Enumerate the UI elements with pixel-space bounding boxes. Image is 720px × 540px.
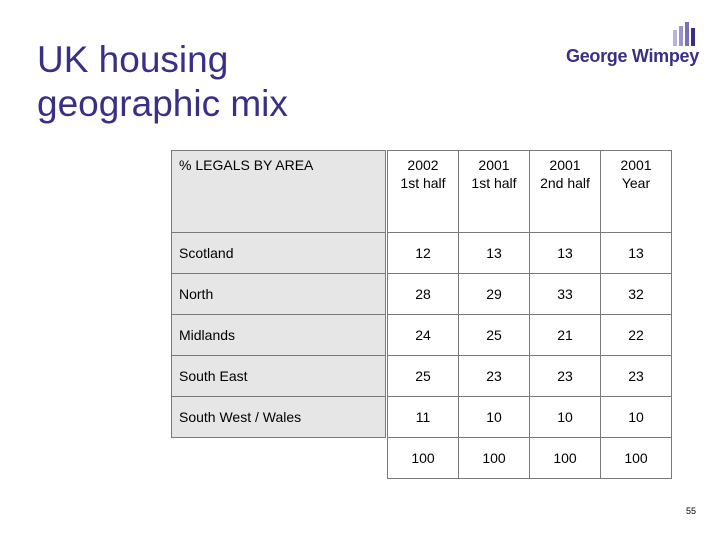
logo-bar-4 bbox=[691, 28, 695, 46]
logo-text: George Wimpey bbox=[566, 46, 699, 66]
table-cell: 32 bbox=[600, 273, 672, 315]
slide-title-line-1: UK housing bbox=[37, 39, 229, 80]
table-cell: 10 bbox=[529, 396, 601, 438]
logo-bar-3 bbox=[685, 22, 689, 46]
column-header: 2001 Year bbox=[600, 150, 672, 233]
table-cell: 23 bbox=[458, 355, 530, 397]
row-label: South East bbox=[171, 355, 386, 397]
table-cell: 33 bbox=[529, 273, 601, 315]
column-header: 2002 1st half bbox=[387, 150, 459, 233]
slide-title: UK housing geographic mix bbox=[37, 38, 288, 126]
table-row: South West / Wales 11 10 10 10 bbox=[171, 396, 672, 438]
row-label: South West / Wales bbox=[171, 396, 386, 438]
page-number: 55 bbox=[685, 506, 696, 516]
table-cell: 25 bbox=[458, 314, 530, 356]
column-header-year: 2001 bbox=[478, 157, 510, 173]
column-header-period: 2nd half bbox=[540, 175, 590, 191]
row-label: Midlands bbox=[171, 314, 386, 356]
column-header-year: 2002 bbox=[407, 157, 439, 173]
table-cell: 23 bbox=[600, 355, 672, 397]
slide-title-line-2: geographic mix bbox=[37, 83, 288, 124]
table-cell: 22 bbox=[600, 314, 672, 356]
table-cell: 12 bbox=[387, 232, 459, 274]
total-cell: 100 bbox=[458, 437, 530, 479]
total-cell: 100 bbox=[387, 437, 459, 479]
table-row: North 28 29 33 32 bbox=[171, 273, 672, 315]
table-cell: 10 bbox=[600, 396, 672, 438]
column-header-period: Year bbox=[621, 175, 651, 191]
table-row: Scotland 12 13 13 13 bbox=[171, 232, 672, 274]
table-cell: 11 bbox=[387, 396, 459, 438]
column-header-period: 1st half bbox=[400, 175, 446, 191]
legals-by-area-table: % LEGALS BY AREA 2002 1st half 2001 1st … bbox=[171, 150, 672, 479]
logo-bar-1 bbox=[673, 30, 677, 46]
table-cell: 24 bbox=[387, 314, 459, 356]
table-cell: 21 bbox=[529, 314, 601, 356]
total-cell: 100 bbox=[529, 437, 601, 479]
table-total-row: 100 100 100 100 bbox=[172, 437, 672, 479]
column-header-year: 2001 bbox=[620, 157, 652, 173]
row-label: Scotland bbox=[171, 232, 386, 274]
table-cell: 13 bbox=[600, 232, 672, 274]
table-row: South East 25 23 23 23 bbox=[171, 355, 672, 397]
total-cell: 100 bbox=[600, 437, 672, 479]
logo-bar-2 bbox=[679, 26, 683, 46]
header-label-cell: % LEGALS BY AREA bbox=[171, 150, 386, 233]
column-header: 2001 2nd half bbox=[529, 150, 601, 233]
table-cell: 28 bbox=[387, 273, 459, 315]
column-header-period: 1st half bbox=[471, 175, 517, 191]
table-cell: 29 bbox=[458, 273, 530, 315]
table-cell: 23 bbox=[529, 355, 601, 397]
table-cell: 10 bbox=[458, 396, 530, 438]
table-header-row: % LEGALS BY AREA 2002 1st half 2001 1st … bbox=[171, 150, 672, 233]
george-wimpey-logo: George Wimpey bbox=[566, 20, 699, 68]
table-row: Midlands 24 25 21 22 bbox=[171, 314, 672, 356]
table-cell: 13 bbox=[529, 232, 601, 274]
table-cell: 25 bbox=[387, 355, 459, 397]
column-header: 2001 1st half bbox=[458, 150, 530, 233]
logo-mark-icon bbox=[673, 22, 695, 46]
table-cell: 13 bbox=[458, 232, 530, 274]
column-header-year: 2001 bbox=[549, 157, 581, 173]
row-label: North bbox=[171, 273, 386, 315]
